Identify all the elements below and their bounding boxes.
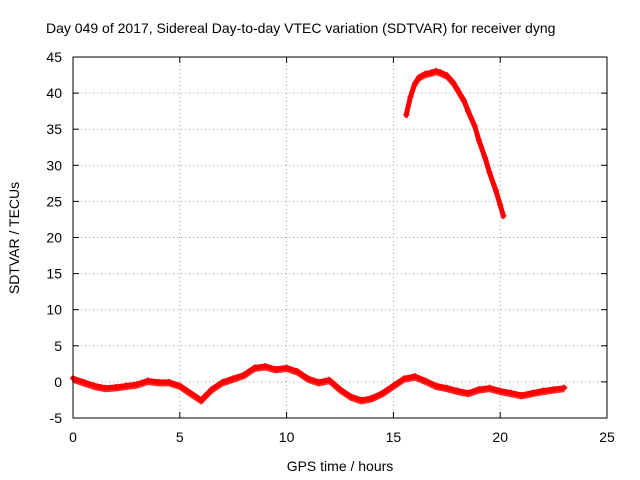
data-point: [80, 378, 87, 385]
data-point: [134, 381, 141, 388]
data-point: [112, 383, 119, 390]
data-point: [454, 387, 461, 394]
y-tick-label: 10: [46, 302, 62, 318]
data-point: [272, 365, 279, 372]
series-trace: [403, 68, 506, 219]
data-point: [155, 378, 162, 385]
data-point: [326, 376, 333, 383]
x-tick-label: 5: [176, 429, 184, 445]
data-point: [230, 375, 237, 382]
data-point: [443, 384, 450, 391]
data-point: [219, 378, 226, 385]
data-point: [422, 377, 429, 384]
y-tick-label: 35: [46, 121, 62, 137]
data-point: [123, 382, 130, 389]
data-point: [304, 375, 311, 382]
data-point: [507, 389, 514, 396]
data-point: [497, 202, 504, 209]
data-point: [443, 72, 450, 79]
data-point: [251, 364, 258, 371]
data-point: [416, 74, 423, 81]
x-tick-label: 0: [69, 429, 77, 445]
data-point: [561, 384, 568, 391]
data-point: [91, 382, 98, 389]
data-point: [102, 384, 109, 391]
data-point: [475, 386, 482, 393]
x-tick-label: 20: [492, 429, 508, 445]
y-tick-label: 45: [46, 49, 62, 65]
data-point: [486, 169, 493, 176]
data-series: [70, 363, 568, 405]
data-point: [497, 387, 504, 394]
data-point: [500, 212, 507, 219]
data-point: [475, 137, 482, 144]
data-point: [433, 382, 440, 389]
x-tick-label: 15: [386, 429, 402, 445]
data-points: [70, 67, 568, 405]
chart-title: Day 049 of 2017, Sidereal Day-to-day VTE…: [46, 20, 555, 36]
data-point: [486, 384, 493, 391]
data-point: [358, 396, 365, 403]
data-point: [166, 378, 173, 385]
data-point: [337, 386, 343, 393]
grid-lines: [73, 57, 607, 418]
data-point: [465, 389, 472, 396]
y-tick-label: 40: [46, 85, 62, 101]
data-point: [315, 378, 322, 385]
data-point: [465, 108, 472, 115]
data-point: [401, 375, 408, 382]
data-point: [283, 364, 290, 371]
data-point: [403, 111, 410, 118]
series-trace-offset: [404, 72, 505, 220]
data-point: [144, 377, 151, 384]
data-point: [347, 393, 354, 400]
data-point: [407, 93, 414, 100]
plot-frame: [72, 56, 608, 419]
data-point: [187, 389, 194, 396]
data-point: [240, 371, 247, 378]
data-series: [403, 67, 507, 220]
y-tick-label: 0: [54, 374, 62, 390]
data-point: [390, 382, 397, 389]
data-point: [369, 394, 376, 401]
data-point: [482, 155, 489, 162]
y-tick-label: 25: [46, 193, 62, 209]
data-point: [529, 389, 536, 396]
x-tick-label: 10: [279, 429, 295, 445]
data-point: [471, 122, 478, 129]
data-point: [262, 363, 269, 370]
x-tick-label: 25: [599, 429, 615, 445]
data-point: [450, 79, 457, 86]
data-point: [518, 391, 525, 398]
y-tick-label: 15: [46, 266, 62, 282]
y-axis-label: SDTVAR / TECUs: [6, 182, 22, 294]
data-point: [433, 67, 440, 74]
data-point: [379, 389, 386, 396]
data-point: [176, 382, 183, 389]
data-point: [437, 69, 444, 76]
data-point: [422, 70, 429, 77]
data-point: [294, 368, 301, 375]
data-point: [539, 387, 546, 394]
data-point: [198, 396, 205, 403]
data-point: [492, 187, 499, 194]
data-point: [550, 386, 557, 393]
axis-ticks: 0 5 10 15 20 25 -5 0 5 10 15 20 25 30 35 40 45: [46, 49, 615, 445]
data-point: [454, 86, 461, 93]
data-point: [411, 80, 418, 87]
data-point: [460, 97, 467, 104]
data-point: [208, 386, 215, 393]
y-tick-label: 20: [46, 230, 62, 246]
data-point: [428, 69, 435, 76]
data-point: [411, 373, 418, 380]
y-tick-label: 5: [54, 338, 62, 354]
x-axis-label: GPS time / hours: [287, 458, 394, 474]
y-tick-label: 30: [46, 157, 62, 173]
y-tick-label: -5: [50, 410, 63, 426]
